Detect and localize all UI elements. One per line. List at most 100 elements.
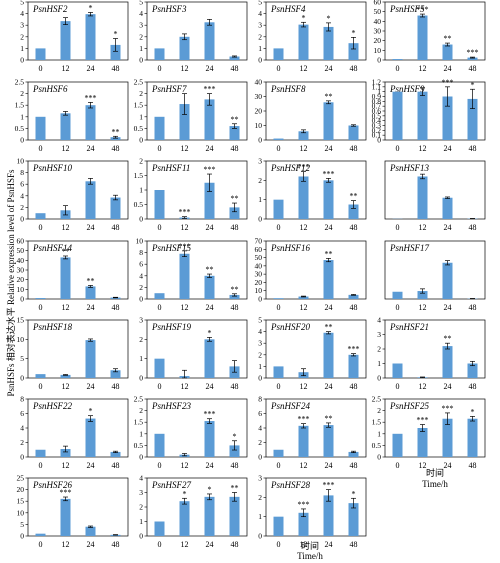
panel-title: PsnHSF17 — [389, 243, 429, 253]
bar — [204, 496, 215, 536]
x-tick-label: 0 — [396, 144, 400, 153]
bar — [229, 207, 240, 219]
x-tick-label: 0 — [39, 382, 43, 391]
plot-frame — [146, 1, 248, 61]
bar — [229, 294, 240, 299]
bar — [35, 374, 46, 378]
x-tick-label: 12 — [181, 461, 189, 470]
panel-title: PsnHSF15 — [151, 243, 191, 253]
x-tick-label: 0 — [39, 540, 43, 549]
significance-mark: *** — [323, 481, 335, 490]
bar — [85, 526, 96, 536]
significance-mark: * — [89, 3, 93, 12]
chart-panel: PsnHSF18 0 5 10 15 0 12 24 48 — [17, 316, 129, 391]
y-tick-label: 0 — [20, 56, 24, 65]
bar — [204, 421, 215, 457]
significance-mark: ** — [444, 334, 452, 343]
x-tick-label: 12 — [181, 382, 189, 391]
x-tick-label: 0 — [158, 540, 162, 549]
significance-mark: * — [352, 489, 356, 498]
y-tick-label: 70 — [255, 237, 263, 246]
panel-title: PsnHSF20 — [270, 322, 310, 332]
x-tick-label: 48 — [469, 223, 477, 232]
bar — [323, 102, 334, 140]
x-tick-label: 0 — [39, 303, 43, 312]
bar — [348, 354, 359, 378]
y-tick-label: 4 — [139, 271, 143, 280]
y-tick-label: 5 — [20, 354, 24, 363]
bar — [348, 451, 359, 457]
y-tick-label: 0.8 — [372, 97, 382, 106]
panel-title: PsnHSF26 — [32, 480, 72, 490]
x-tick-label: 0 — [277, 461, 281, 470]
y-tick-label: 0 — [139, 374, 143, 383]
x-tick-label: 12 — [300, 223, 308, 232]
y-tick-label: 1 — [139, 429, 143, 438]
y-tick-label: 8 — [20, 395, 24, 404]
y-tick-label: 3 — [258, 339, 262, 348]
bar — [110, 137, 121, 140]
y-tick-label: 1.5 — [134, 418, 144, 427]
x-tick-label: 48 — [231, 303, 239, 312]
y-tick-label: 3 — [258, 21, 262, 30]
x-tick-label: 0 — [396, 64, 400, 73]
x-tick-label: 48 — [112, 223, 120, 232]
x-tick-label: 12 — [62, 382, 70, 391]
x-tick-label: 0 — [158, 461, 162, 470]
x-tick-label: 24 — [206, 461, 214, 470]
x-tick-label: 24 — [206, 223, 214, 232]
x-tick-label: 24 — [206, 144, 214, 153]
y-tick-label: 0 — [20, 215, 24, 224]
bar — [392, 363, 403, 378]
bar — [60, 113, 71, 140]
bar — [110, 44, 121, 60]
y-tick-label: 1.1 — [372, 82, 382, 91]
y-tick-label: 0 — [20, 532, 24, 541]
panel-title: PsnHSF22 — [32, 401, 72, 411]
x-tick-label: 12 — [181, 64, 189, 73]
y-tick-label: 0.6 — [372, 107, 382, 116]
bar — [392, 91, 403, 140]
x-tick-label: 12 — [419, 461, 427, 470]
x-tick-label: 12 — [300, 461, 308, 470]
y-tick-label: 4 — [139, 474, 143, 483]
y-tick-label: 0.7 — [372, 102, 382, 111]
y-tick-label: 2 — [20, 32, 24, 41]
panel-title: PsnHSF16 — [270, 243, 310, 253]
y-tick-label: 10 — [17, 285, 25, 294]
y-tick-label: 2 — [20, 89, 24, 98]
y-tick-label: 5 — [139, 0, 143, 7]
bar — [110, 297, 121, 299]
bar — [85, 418, 96, 457]
chart-panel: PsnHSF6 0 0.5 1 1.5 2 2.5 0 12 *** 24 ** 48 — [15, 78, 129, 153]
y-tick-label: 1 — [377, 359, 381, 368]
y-tick-label: 2 — [20, 203, 24, 212]
significance-mark: *** — [298, 163, 310, 172]
y-tick-label: 1 — [139, 517, 143, 526]
y-tick-label: 15 — [17, 497, 25, 506]
x-tick-label: 24 — [444, 303, 452, 312]
y-tick-label: 1 — [20, 112, 24, 121]
bar — [273, 449, 284, 457]
bar — [110, 451, 121, 457]
x-tick-label: 0 — [396, 303, 400, 312]
y-tick-label: 1 — [377, 429, 381, 438]
y-tick-label: 0 — [258, 295, 262, 304]
y-axis-label: PsnHSFs 相对表达水平 Relative expression level… — [5, 169, 16, 397]
bar — [204, 22, 215, 60]
bar — [392, 433, 403, 457]
x-tick-label: 0 — [277, 223, 281, 232]
y-tick-label: 0 — [20, 136, 24, 145]
x-tick-label: 12 — [419, 303, 427, 312]
y-tick-label: 2.5 — [15, 78, 25, 87]
bar — [298, 131, 309, 140]
x-axis-label-en-col4: Time/h — [422, 479, 448, 489]
x-tick-label: 12 — [62, 461, 70, 470]
x-tick-label: 48 — [469, 382, 477, 391]
x-tick-label: 12 — [181, 303, 189, 312]
